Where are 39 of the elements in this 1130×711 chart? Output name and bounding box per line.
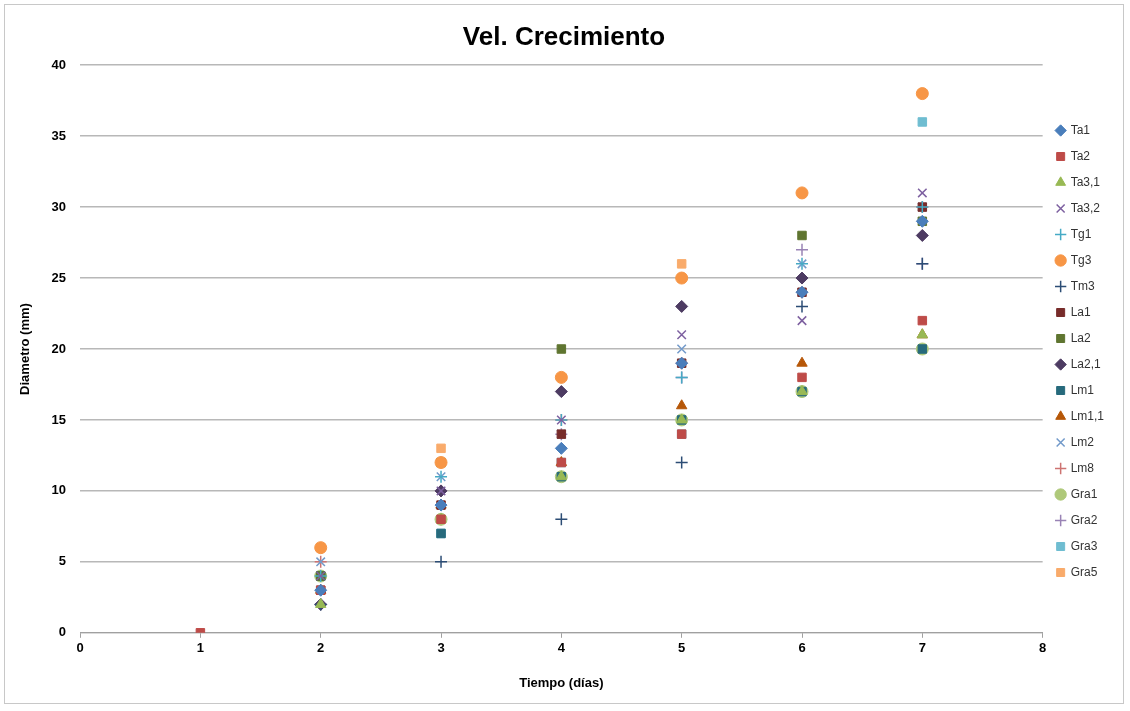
y-tick-label: 5	[58, 553, 67, 569]
legend-label: Ta1	[1070, 122, 1091, 137]
y-tick-label: 35	[51, 127, 67, 143]
y-tick-label: 10	[51, 482, 67, 498]
legend-label: Lm1	[1070, 382, 1095, 397]
y-axis-title: Diametro (mm)	[17, 303, 33, 395]
x-tick-label: 1	[196, 640, 204, 656]
legend-label: Tg3	[1070, 252, 1092, 267]
y-tick-label: 30	[51, 198, 67, 214]
x-tick-label: 8	[1039, 640, 1047, 656]
x-tick-label: 2	[317, 640, 325, 656]
legend-label: Ta3,1	[1070, 174, 1101, 189]
x-tick-label: 4	[557, 640, 566, 656]
legend-label: Gra5	[1070, 564, 1098, 579]
legend-label: Ta2	[1070, 148, 1091, 163]
legend-label: Gra2	[1070, 512, 1098, 527]
chart-title: Vel. Crecimiento	[462, 20, 666, 51]
legend-label: Lm1,1	[1070, 408, 1105, 423]
legend-label: La2,1	[1070, 356, 1101, 371]
y-tick-label: 25	[51, 269, 67, 285]
y-tick-label: 40	[51, 56, 67, 72]
legend-label: Lm2	[1070, 434, 1095, 449]
legend-label: Gra1	[1070, 486, 1098, 501]
legend-label: Gra3	[1070, 538, 1098, 553]
x-tick-label: 7	[918, 640, 926, 656]
legend-label: Tm3	[1070, 278, 1095, 293]
x-tick-label: 5	[678, 640, 686, 656]
legend-label: Lm8	[1070, 460, 1095, 475]
x-tick-label: 3	[437, 640, 445, 656]
x-tick-label: 6	[798, 640, 806, 656]
legend-label: La1	[1070, 304, 1091, 319]
legend-label: Ta3,2	[1070, 200, 1101, 215]
legend-label: La2	[1070, 330, 1091, 345]
legend-label: Tg1	[1070, 226, 1092, 241]
y-tick-label: 20	[51, 340, 67, 356]
y-tick-label: 15	[51, 411, 67, 427]
x-axis-title: Tiempo (días)	[519, 674, 604, 690]
x-tick-label: 0	[76, 640, 84, 656]
y-tick-label: 0	[58, 624, 67, 640]
